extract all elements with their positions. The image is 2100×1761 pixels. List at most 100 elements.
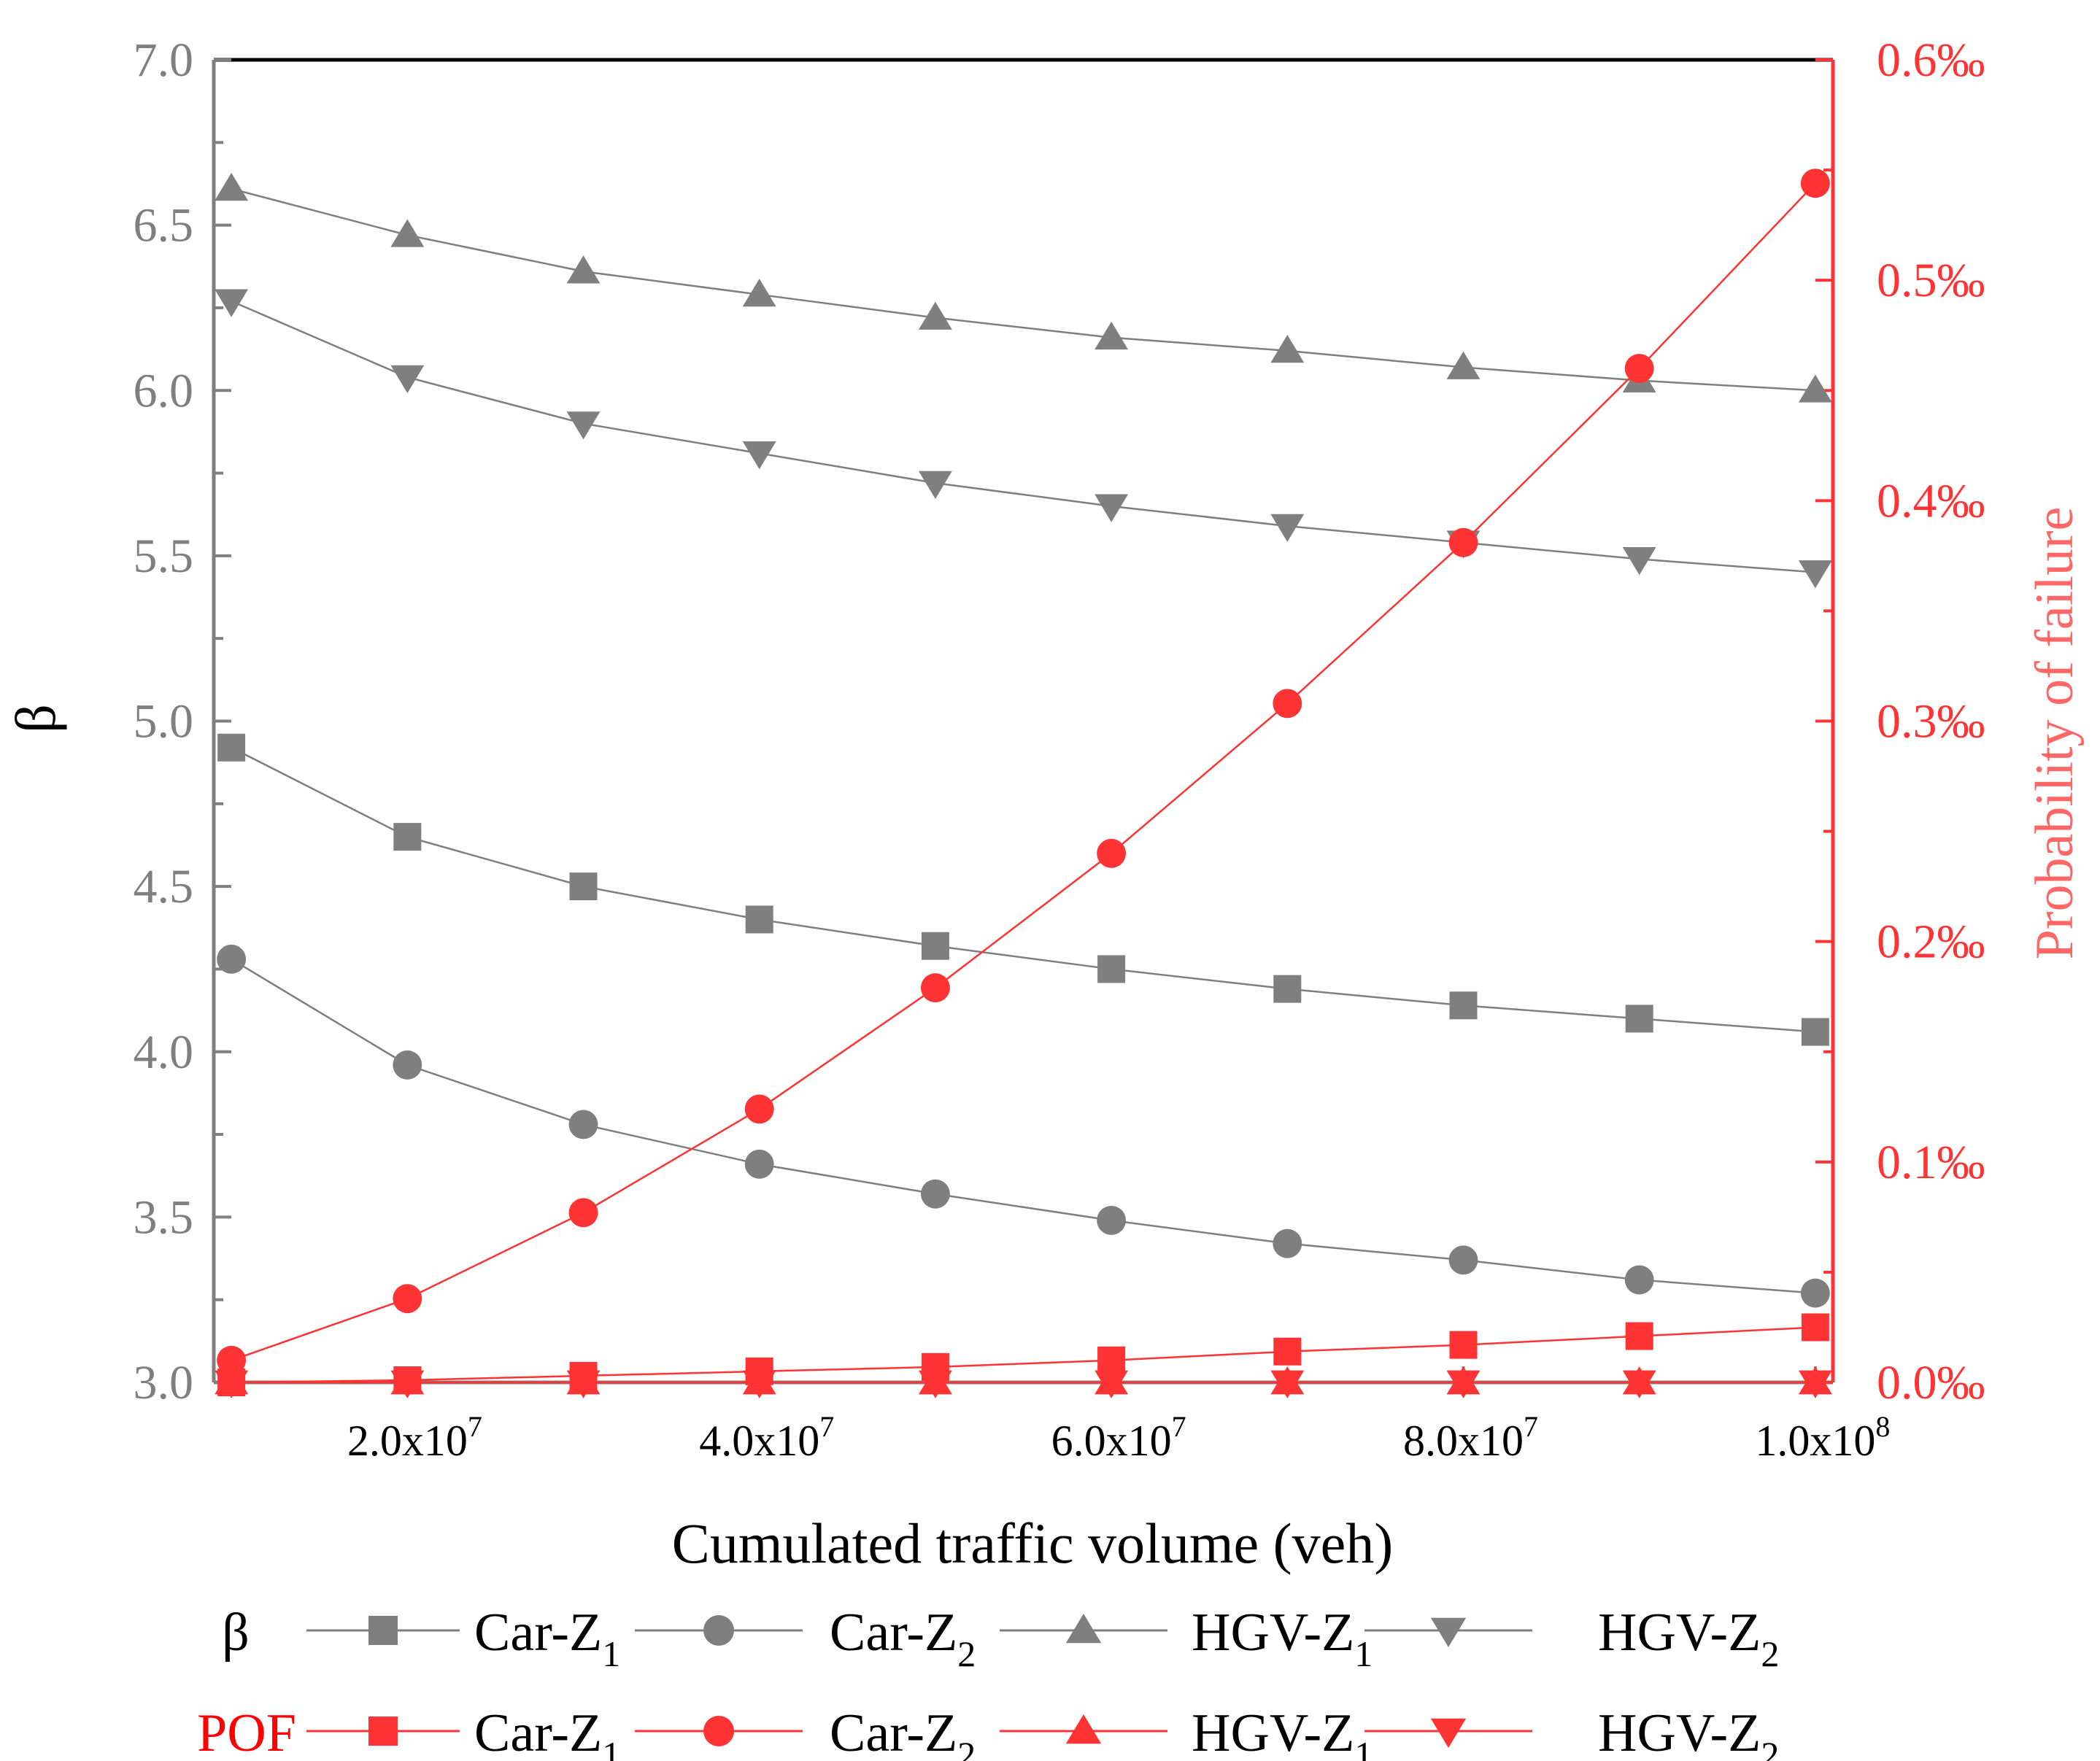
beta-data-point bbox=[215, 289, 249, 317]
beta-data-point bbox=[566, 411, 601, 440]
y-left-tick-label: 3.0 bbox=[134, 1356, 194, 1409]
plot-frame bbox=[212, 58, 1835, 1385]
beta-data-point bbox=[1270, 335, 1305, 363]
pof-legend-subscript: 2 bbox=[957, 1734, 976, 1761]
y-left-tick-label: 4.0 bbox=[134, 1026, 194, 1079]
beta-legend-subscript: 2 bbox=[957, 1633, 976, 1674]
beta-series-2 bbox=[217, 944, 1830, 1308]
beta-data-point bbox=[215, 172, 249, 201]
legend-pof-label: POF bbox=[197, 1703, 296, 1761]
beta-data-point bbox=[1449, 991, 1478, 1020]
pof-data-point bbox=[1095, 1370, 1129, 1398]
pof-data-point bbox=[1446, 1370, 1481, 1398]
beta-data-point bbox=[1801, 1018, 1829, 1046]
pof-series-4 bbox=[215, 1370, 1832, 1398]
beta-data-point bbox=[1095, 321, 1129, 350]
beta-data-point bbox=[1097, 955, 1126, 983]
beta-data-point bbox=[566, 255, 601, 284]
pof-data-point bbox=[1097, 838, 1127, 868]
beta-data-point bbox=[1798, 374, 1832, 403]
beta-data-point bbox=[920, 1179, 950, 1209]
pof-legend-subscript: 1 bbox=[602, 1734, 620, 1761]
x-tick-label: 4.0x107 bbox=[699, 1410, 834, 1465]
y-left-axis-title: β bbox=[4, 704, 67, 733]
pof-data-point bbox=[393, 1284, 422, 1314]
pof-data-point bbox=[390, 1370, 425, 1398]
legend-beta-label: β bbox=[222, 1603, 250, 1663]
beta-data-point bbox=[1800, 1278, 1830, 1308]
y-left-tick-label: 6.0 bbox=[134, 364, 194, 417]
legend: β POF Car-Z1 Car-Z2 HGV-Z1 HGV-Z2 Car-Z1 Car-… bbox=[197, 1603, 1779, 1761]
x-tick-label: 6.0x107 bbox=[1051, 1410, 1186, 1465]
axis-titles: Cumulated traffic volume (veh) β Probabi… bbox=[4, 507, 2085, 1575]
beta-data-point bbox=[1798, 560, 1832, 589]
pof-data-point bbox=[1273, 689, 1302, 719]
y-left-tick-label: 4.5 bbox=[134, 860, 194, 913]
series-layer bbox=[215, 169, 1832, 1398]
pof-series-line bbox=[231, 1326, 1815, 1384]
pof-legend-subscript: 1 bbox=[1354, 1734, 1373, 1761]
beta-legend-label: HGV-Z2 bbox=[1598, 1603, 1779, 1674]
y-right-tick-label: 0.6‰ bbox=[1877, 34, 1985, 87]
pof-legend-label: HGV-Z1 bbox=[1192, 1703, 1373, 1761]
pof-data-point bbox=[1449, 1331, 1478, 1359]
y-right-tick-label: 0.3‰ bbox=[1877, 695, 1985, 748]
beta-legend-marker bbox=[703, 1615, 734, 1646]
pof-data-point bbox=[215, 1370, 249, 1398]
beta-data-point bbox=[1273, 975, 1302, 1003]
beta-data-point bbox=[1625, 1005, 1653, 1033]
beta-data-point bbox=[742, 441, 776, 470]
beta-legend-subscript: 2 bbox=[1761, 1633, 1779, 1674]
pof-legend-label: HGV-Z2 bbox=[1598, 1703, 1779, 1761]
beta-legend-marker bbox=[368, 1616, 398, 1645]
beta-data-point bbox=[1622, 547, 1656, 576]
beta-data-point bbox=[921, 932, 949, 960]
beta-data-point bbox=[918, 471, 952, 500]
y-right-tick-label: 0.5‰ bbox=[1877, 254, 1985, 307]
pof-legend-marker bbox=[703, 1716, 734, 1746]
pof-data-point bbox=[566, 1370, 601, 1398]
pof-series-3 bbox=[215, 1366, 1832, 1395]
x-tick-label: 8.0x107 bbox=[1403, 1410, 1538, 1465]
x-tick-exponent: 7 bbox=[819, 1410, 834, 1443]
axes: 3.0 3.5 4.0 4.5 5.0 5.5 6.0 6.5 7.0 0.0‰ 0.1‰ 0.2‰ 0… bbox=[134, 34, 1985, 1465]
y-right-axis-title: Probability of failure bbox=[2025, 507, 2085, 960]
y-right-tick-label: 0.2‰ bbox=[1877, 916, 1985, 969]
beta-series-1 bbox=[217, 733, 1829, 1046]
pof-data-point bbox=[918, 1370, 952, 1398]
beta-data-point bbox=[217, 944, 247, 974]
beta-legend-label: HGV-Z1 bbox=[1192, 1603, 1373, 1674]
pof-data-point bbox=[920, 973, 950, 1003]
pof-data-point bbox=[1270, 1370, 1305, 1398]
beta-series-4 bbox=[215, 289, 1832, 589]
beta-data-point bbox=[1095, 494, 1129, 522]
pof-data-point bbox=[1625, 1322, 1653, 1350]
beta-data-point bbox=[393, 1050, 422, 1080]
beta-data-point bbox=[1448, 1245, 1478, 1275]
pof-legend-marker bbox=[368, 1717, 398, 1746]
pof-data-point bbox=[1448, 527, 1478, 557]
y-left-tick-label: 7.0 bbox=[134, 34, 194, 87]
x-tick-exponent: 7 bbox=[1524, 1410, 1538, 1443]
beta-data-point bbox=[745, 905, 773, 934]
beta-data-point bbox=[569, 872, 598, 901]
pof-data-point bbox=[1800, 169, 1830, 198]
x-axis-title: Cumulated traffic volume (veh) bbox=[672, 1512, 1393, 1575]
beta-legend-subscript: 1 bbox=[602, 1633, 620, 1674]
beta-data-point bbox=[744, 1149, 774, 1179]
x-tick-exponent: 8 bbox=[1875, 1410, 1890, 1443]
x-tick-label: 1.0x108 bbox=[1755, 1410, 1890, 1465]
x-tick-exponent: 7 bbox=[1172, 1410, 1186, 1443]
y-right-tick-label: 0.4‰ bbox=[1877, 474, 1985, 527]
beta-data-point bbox=[918, 301, 952, 330]
beta-data-point bbox=[390, 219, 425, 247]
y-left-tick-label: 5.0 bbox=[134, 695, 194, 748]
pof-legend-subscript: 2 bbox=[1761, 1734, 1779, 1761]
beta-data-point bbox=[1624, 1265, 1654, 1295]
beta-series-line bbox=[231, 187, 1815, 392]
beta-series-line bbox=[231, 958, 1815, 1294]
beta-data-point bbox=[1270, 514, 1305, 542]
beta-data-point bbox=[568, 1110, 598, 1139]
beta-legend-label: Car-Z1 bbox=[474, 1603, 620, 1674]
